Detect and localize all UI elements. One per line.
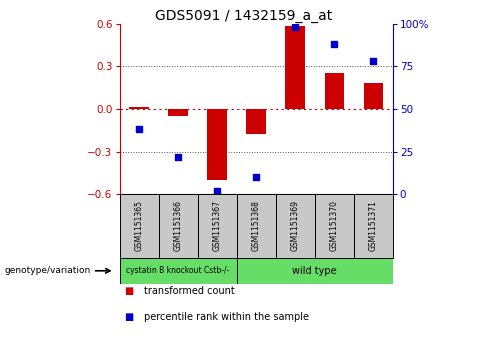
Bar bbox=[276, 194, 315, 258]
Text: GSM1151365: GSM1151365 bbox=[135, 200, 143, 252]
Bar bbox=[237, 194, 276, 258]
Text: percentile rank within the sample: percentile rank within the sample bbox=[144, 311, 309, 322]
Text: ■: ■ bbox=[124, 286, 134, 296]
Text: cystatin B knockout Cstb-/-: cystatin B knockout Cstb-/- bbox=[126, 266, 230, 275]
Text: transformed count: transformed count bbox=[144, 286, 235, 296]
Bar bbox=[315, 194, 354, 258]
Point bbox=[213, 188, 221, 194]
Text: ■: ■ bbox=[124, 311, 134, 322]
Bar bbox=[120, 258, 237, 284]
Bar bbox=[325, 73, 344, 109]
Bar bbox=[129, 107, 149, 109]
Text: GSM1151370: GSM1151370 bbox=[330, 200, 339, 252]
Text: GSM1151367: GSM1151367 bbox=[213, 200, 222, 252]
Text: GSM1151366: GSM1151366 bbox=[174, 200, 183, 252]
Text: GSM1151368: GSM1151368 bbox=[252, 200, 261, 252]
Point bbox=[252, 174, 260, 180]
Bar bbox=[364, 83, 383, 109]
Point bbox=[369, 58, 377, 64]
Bar bbox=[246, 109, 266, 134]
Bar bbox=[285, 26, 305, 109]
Text: GSM1151371: GSM1151371 bbox=[369, 200, 378, 252]
Point bbox=[291, 24, 299, 30]
Point bbox=[174, 154, 182, 160]
Bar bbox=[207, 109, 227, 180]
Text: wild type: wild type bbox=[292, 266, 337, 276]
Text: GSM1151369: GSM1151369 bbox=[291, 200, 300, 252]
Point bbox=[135, 126, 143, 132]
Bar bbox=[237, 258, 393, 284]
Bar bbox=[159, 194, 198, 258]
Point bbox=[330, 41, 338, 47]
Bar bbox=[120, 194, 159, 258]
Text: GDS5091 / 1432159_a_at: GDS5091 / 1432159_a_at bbox=[155, 9, 333, 23]
Bar bbox=[354, 194, 393, 258]
Bar bbox=[168, 109, 188, 116]
Text: genotype/variation: genotype/variation bbox=[5, 266, 91, 275]
Bar bbox=[198, 194, 237, 258]
